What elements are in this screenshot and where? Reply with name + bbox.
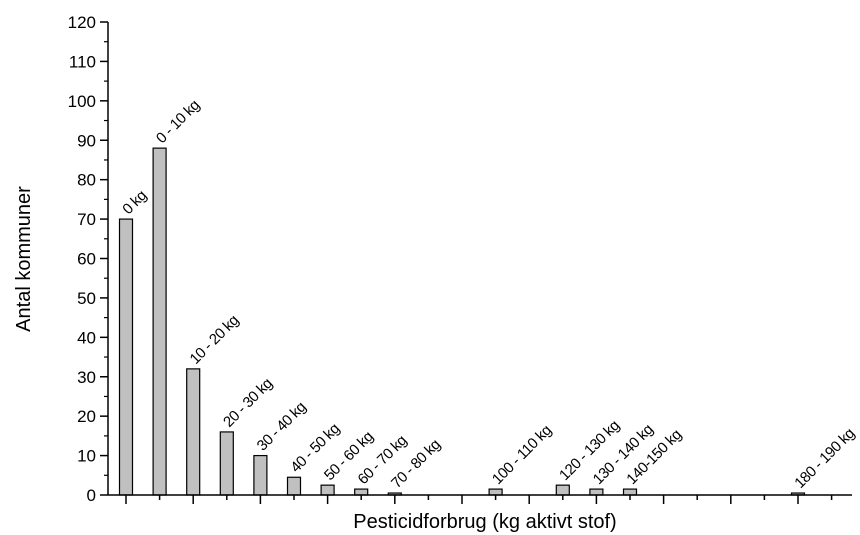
bar-data-label: 30 - 40 kg xyxy=(254,399,310,455)
y-tick-label: 100 xyxy=(68,92,96,111)
bar-data-label: 10 - 20 kg xyxy=(187,312,243,368)
y-tick-label: 80 xyxy=(77,171,96,190)
bar-data-label: 180 - 190 kg xyxy=(791,425,858,492)
bar xyxy=(488,488,503,496)
y-tick-label: 70 xyxy=(77,210,96,229)
bar-data-label: 0 - 10 kg xyxy=(153,97,203,147)
bar xyxy=(186,368,201,496)
bar-data-label: 20 - 30 kg xyxy=(220,375,276,431)
bar xyxy=(286,476,302,496)
bar xyxy=(555,484,570,496)
y-tick-label: 40 xyxy=(77,328,96,347)
bar xyxy=(622,488,638,496)
y-axis-title: Antal kommuner xyxy=(13,186,35,332)
bar-data-label: 100 - 110 kg xyxy=(489,422,555,488)
bar xyxy=(253,454,268,496)
bar xyxy=(219,431,234,496)
y-tick-label: 50 xyxy=(77,289,96,308)
y-tick-label: 0 xyxy=(87,486,96,505)
y-ticks: 0 10 20 30 40 50 60 70 80 90 100 110 120 xyxy=(68,13,108,505)
bar xyxy=(354,488,369,496)
bar xyxy=(152,147,167,496)
axes xyxy=(107,22,852,496)
y-tick-label: 120 xyxy=(68,13,96,32)
bar xyxy=(118,218,134,496)
y-tick-label: 60 xyxy=(77,250,96,269)
bar-data-label: 0 kg xyxy=(119,187,150,218)
y-tick-label: 90 xyxy=(77,131,96,150)
y-tick-label: 10 xyxy=(77,447,96,466)
bar xyxy=(589,488,604,496)
bar xyxy=(320,484,335,496)
y-tick-label: 20 xyxy=(77,407,96,426)
x-axis-title: Pesticidforbrug (kg aktivt stof) xyxy=(353,511,616,533)
x-ticks xyxy=(125,495,833,504)
y-tick-label: 110 xyxy=(69,52,96,71)
y-tick-label: 30 xyxy=(77,368,96,387)
